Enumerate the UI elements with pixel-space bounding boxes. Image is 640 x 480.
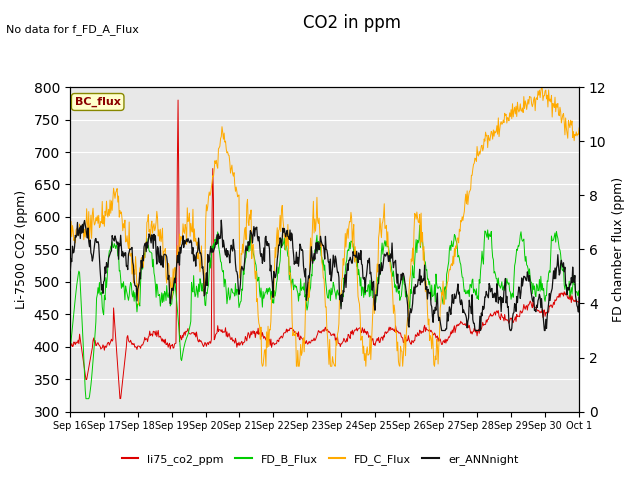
Y-axis label: FD chamber flux (ppm): FD chamber flux (ppm) [612,177,625,322]
Text: BC_flux: BC_flux [75,97,120,107]
Y-axis label: Li-7500 CO2 (ppm): Li-7500 CO2 (ppm) [15,190,28,309]
Legend: li75_co2_ppm, FD_B_Flux, FD_C_Flux, er_ANNnight: li75_co2_ppm, FD_B_Flux, FD_C_Flux, er_A… [117,450,523,469]
Text: CO2 in ppm: CO2 in ppm [303,14,401,33]
Text: No data for f_FD_A_Flux: No data for f_FD_A_Flux [6,24,140,35]
